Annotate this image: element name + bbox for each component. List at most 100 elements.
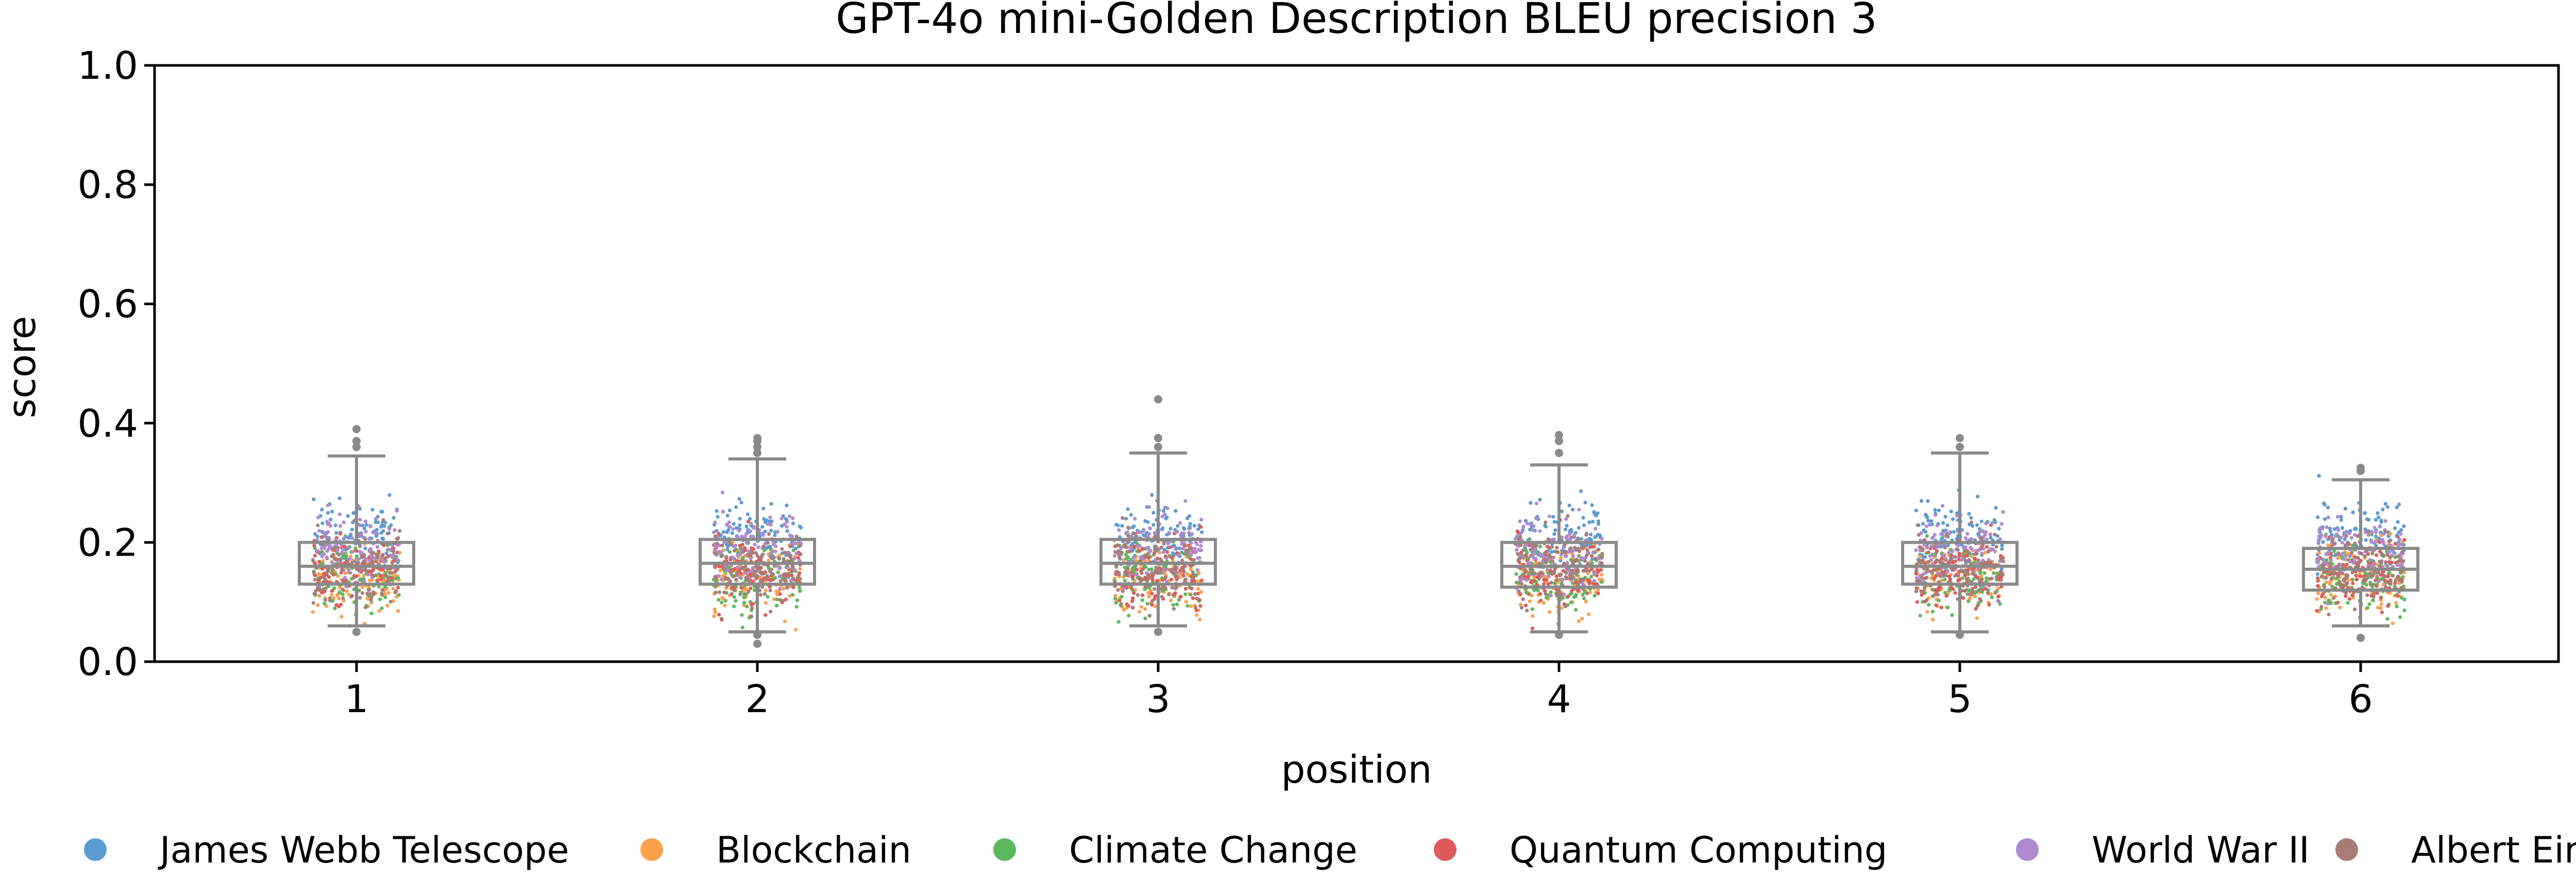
strip-point: [349, 595, 353, 599]
strip-point: [767, 532, 771, 536]
strip-point: [749, 569, 753, 573]
strip-point: [332, 546, 337, 550]
strip-point: [769, 502, 773, 506]
strip-point: [1914, 586, 1919, 590]
strip-point: [2398, 615, 2402, 619]
strip-point: [2366, 533, 2370, 537]
legend-label: Quantum Computing: [1510, 829, 1887, 871]
strip-point: [1586, 572, 1590, 576]
strip-point: [1197, 598, 1201, 602]
strip-point: [1541, 582, 1546, 586]
strip-point: [2324, 552, 2328, 556]
strip-point: [797, 585, 802, 590]
strip-point: [1994, 506, 1998, 510]
strip-point: [1183, 499, 1188, 503]
strip-point: [2402, 524, 2406, 528]
box-outlier: [2357, 463, 2365, 472]
strip-point: [1137, 549, 1142, 553]
strip-point: [1950, 613, 1954, 617]
strip-point: [742, 592, 747, 596]
strip-point: [1966, 572, 1970, 576]
strip-point: [744, 524, 749, 528]
strip-point: [347, 557, 351, 561]
strip-point: [2400, 550, 2404, 554]
strip-point: [336, 560, 341, 564]
strip-point: [1113, 594, 1117, 598]
strip-point: [2354, 574, 2358, 578]
strip-point: [2341, 551, 2345, 556]
strip-point: [758, 579, 762, 583]
strip-point: [1920, 593, 1924, 597]
strip-point: [2364, 583, 2368, 587]
strip-point: [357, 567, 361, 572]
strip-point: [1146, 552, 1150, 556]
strip-point: [1518, 575, 1522, 579]
strip-point: [1125, 602, 1129, 607]
strip-point: [1962, 589, 1967, 593]
strip-point: [1943, 514, 1947, 519]
strip-point: [1994, 575, 1999, 579]
strip-point: [1926, 560, 1930, 564]
strip-point: [796, 556, 801, 560]
strip-point: [1550, 560, 1555, 564]
strip-point: [1531, 614, 1535, 618]
y-tick-label: 0.4: [77, 402, 138, 446]
strip-point: [1143, 587, 1147, 591]
strip-point: [319, 576, 323, 580]
strip-point: [2396, 554, 2400, 559]
strip-point: [1981, 562, 1986, 566]
strip-point: [1936, 593, 1940, 597]
strip-point: [371, 574, 376, 578]
strip-point: [740, 534, 744, 539]
strip-point: [1591, 545, 1595, 549]
strip-point: [1600, 537, 1604, 541]
strip-point: [1940, 570, 1944, 574]
strip-point: [1150, 493, 1154, 497]
strip-point: [2386, 572, 2391, 576]
strip-point: [390, 561, 394, 565]
strip-point: [1923, 530, 1928, 534]
strip-point: [1195, 568, 1200, 572]
strip-point: [1154, 571, 1158, 575]
strip-point: [778, 592, 782, 596]
strip-point: [2315, 576, 2320, 580]
strip-point: [720, 600, 724, 605]
strip-point: [1981, 585, 1986, 590]
strip-point: [324, 586, 328, 590]
strip-point: [313, 562, 317, 566]
box-outlier: [352, 437, 361, 445]
strip-point: [1566, 595, 1570, 599]
strip-point: [1580, 537, 1584, 541]
strip-point: [1569, 589, 1574, 593]
strip-point: [1598, 577, 1602, 581]
strip-point: [396, 609, 400, 613]
strip-point: [1140, 593, 1145, 597]
strip-point: [2328, 527, 2332, 531]
strip-point: [317, 572, 321, 576]
strip-point: [346, 514, 350, 518]
strip-point: [2326, 601, 2330, 606]
strip-point: [1150, 575, 1154, 579]
strip-point: [1196, 556, 1200, 560]
strip-point: [391, 547, 395, 551]
strip-point: [316, 515, 320, 520]
box-outlier: [1555, 437, 1563, 445]
strip-point: [346, 545, 350, 549]
strip-point: [1921, 547, 1925, 551]
strip-point: [1971, 590, 1975, 594]
strip-point: [2368, 572, 2372, 576]
strip-point: [1568, 532, 1572, 536]
strip-point: [1123, 579, 1127, 583]
strip-point: [380, 588, 384, 592]
strip-point: [1568, 529, 1572, 533]
strip-point: [2401, 575, 2405, 579]
strip-point: [777, 556, 781, 560]
strip-point: [1124, 516, 1128, 521]
strip-point: [2316, 515, 2320, 520]
strip-point: [1146, 546, 1150, 550]
strip-point: [1945, 570, 1950, 574]
strip-point: [371, 556, 376, 560]
strip-point: [1593, 557, 1598, 561]
strip-point: [1545, 578, 1549, 582]
